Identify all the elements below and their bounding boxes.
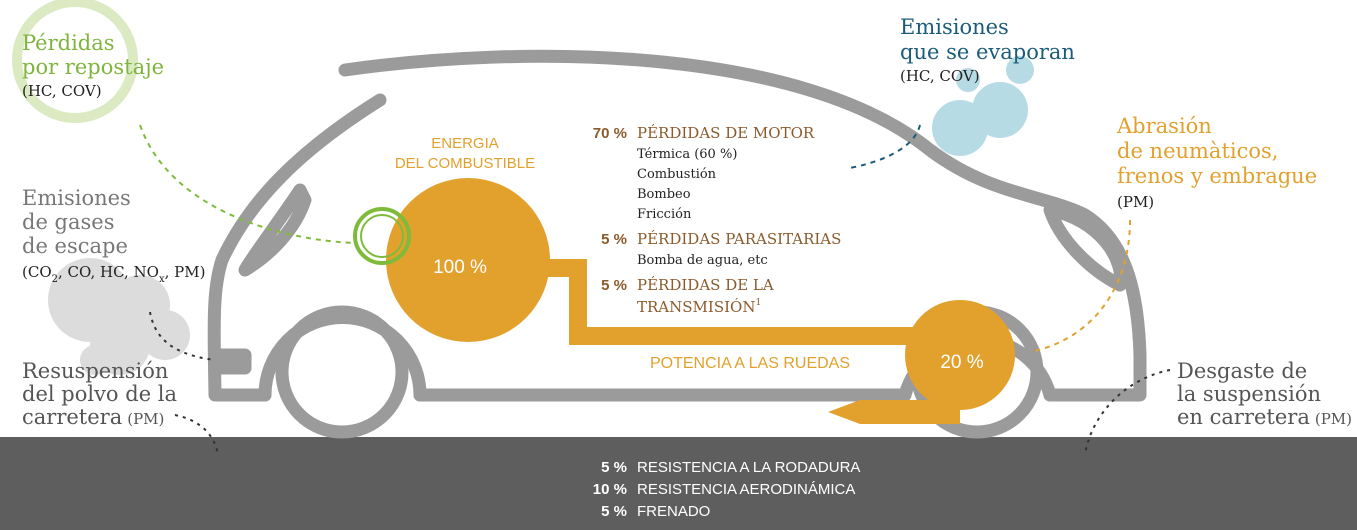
resusp-line: carretera [22, 405, 122, 429]
loss-item: Bomba de agua, etc [637, 253, 768, 268]
evap-title: Emisiones [900, 15, 1009, 39]
loss-item: Térmica (60 %) [637, 147, 737, 162]
abrasion-title: de neumàticos, [1117, 139, 1278, 163]
fuel-value: 100 % [433, 257, 487, 278]
susp-line: en carretera [1177, 405, 1310, 429]
loss-label: PÉRDIDAS PARASITARIAS [637, 230, 841, 248]
evap-title: que se evaporan [900, 40, 1075, 64]
formula-part: , CO, HC, NO [58, 263, 159, 281]
loss-label: PÉRDIDAS DE MOTOR [637, 124, 815, 142]
refuel-note: (HC, COV) [22, 82, 102, 100]
abrasion-note: (PM) [1117, 193, 1154, 211]
susp-title: en carretera (PM) [1177, 405, 1352, 429]
formula-part: (CO [22, 263, 52, 281]
loss-label: PÉRDIDAS DE LA [637, 276, 774, 294]
fuel-title: DEL COMBUSTIBLE [395, 155, 535, 172]
road-label: FRENADO [637, 503, 710, 520]
resusp-note: (PM) [127, 410, 164, 428]
loss-pct: 5 % [601, 277, 627, 294]
resusp-title: carretera (PM) [22, 405, 164, 429]
susp-title: la suspensión [1177, 382, 1321, 406]
formula-part: , PM) [165, 263, 206, 281]
loss-label: TRANSMISIÓN1 [637, 298, 761, 316]
exhaust-title: Emisiones [22, 186, 131, 210]
loss-item: Fricción [637, 207, 692, 222]
road-label: RESISTENCIA A LA RODADURA [637, 459, 860, 476]
loss-label-line: PÉRDIDAS PARASITARIAS [637, 230, 841, 248]
resusp-title: del polvo de la [22, 382, 177, 406]
front-wheel [282, 312, 402, 432]
abrasion-title: frenos y embrague [1117, 164, 1317, 188]
road-pct: 10 % [593, 481, 627, 498]
susp-note: (PM) [1315, 410, 1352, 428]
exhaust-title: de escape [22, 234, 128, 258]
refuel-title: Pérdidas [22, 31, 115, 55]
wheel-value: 20 % [940, 352, 983, 373]
resusp-title: Resuspensión [22, 359, 168, 383]
abrasion-title: Abrasión [1116, 114, 1212, 138]
road-pct: 5 % [601, 459, 627, 476]
footnote: 1 [755, 298, 761, 308]
loss-pct: 5 % [601, 231, 627, 248]
loss-pct: 70 % [593, 125, 627, 142]
loss-label-line: PÉRDIDAS DE MOTOR [637, 124, 815, 142]
evap-note: (HC, COV) [900, 67, 980, 85]
wheel-title: POTENCIA A LAS RUEDAS [650, 355, 850, 372]
loss-item: Combustión [637, 167, 717, 182]
exhaust-title: de gases [22, 210, 115, 234]
loss-label-line: TRANSMISIÓN [637, 298, 755, 316]
road-label: RESISTENCIA AERODINÁMICA [637, 481, 855, 498]
susp-title: Desgaste de [1177, 359, 1307, 383]
refuel-title: por repostaje [22, 55, 164, 79]
loss-item: Bombeo [637, 187, 691, 202]
road-pct: 5 % [601, 503, 627, 520]
loss-label-line: PÉRDIDAS DE LA [637, 276, 774, 294]
fuel-title: ENERGIA [431, 135, 499, 152]
diagram: Pérdidaspor repostaje(HC, COV)Emisionesq… [0, 0, 1357, 530]
